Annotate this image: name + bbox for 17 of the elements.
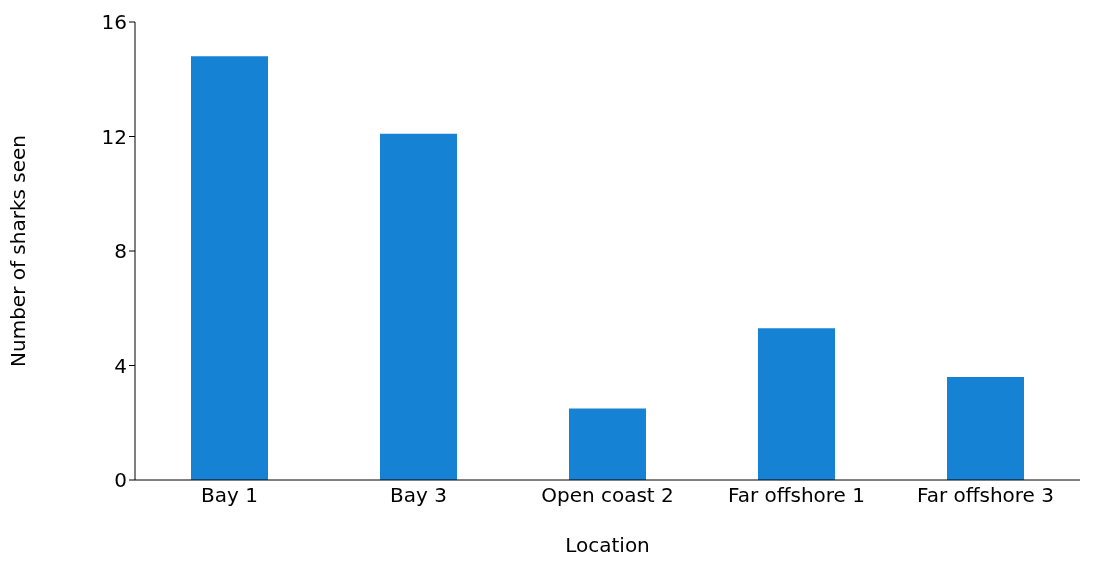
bar [569, 408, 646, 480]
y-tick-label: 12 [101, 124, 127, 149]
y-tick-label: 8 [114, 239, 127, 264]
x-tick-label: Open coast 2 [541, 483, 674, 508]
bar [380, 133, 457, 480]
y-axis-title: Number of sharks seen [6, 135, 31, 367]
y-tick-label: 0 [114, 468, 127, 493]
x-tick-label: Bay 3 [390, 483, 447, 508]
bar [758, 328, 835, 480]
x-tick-label: Bay 1 [201, 483, 258, 508]
x-axis-title: Location [565, 533, 650, 557]
x-tick-label: Far offshore 3 [916, 483, 1055, 508]
y-tick-label: 16 [101, 10, 127, 35]
y-tick-label: 4 [114, 353, 127, 378]
bar [947, 376, 1024, 480]
x-tick-label: Far offshore 1 [727, 483, 866, 508]
bar [191, 56, 268, 480]
